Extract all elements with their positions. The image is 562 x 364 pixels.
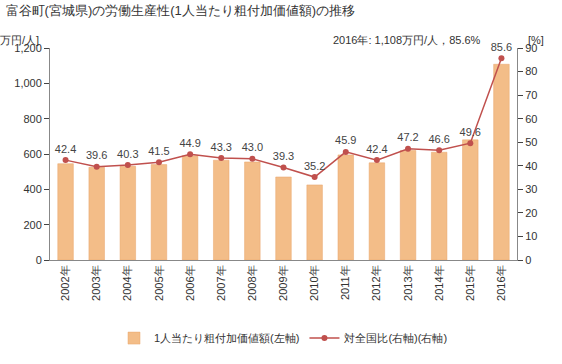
svg-text:2016年: 1,108万円/人，85.6%: 2016年: 1,108万円/人，85.6%: [333, 34, 481, 46]
svg-text:85.6: 85.6: [491, 41, 512, 53]
svg-text:2006年: 2006年: [184, 265, 196, 300]
svg-text:43.3: 43.3: [211, 141, 232, 153]
svg-text:800: 800: [23, 113, 41, 125]
svg-text:50: 50: [525, 136, 537, 148]
svg-text:80: 80: [525, 65, 537, 77]
svg-text:富谷町(宮城県)の労働生産性(1人当たり粗付加価値額)の推移: 富谷町(宮城県)の労働生産性(1人当たり粗付加価値額)の推移: [6, 3, 356, 18]
svg-text:2016年: 2016年: [495, 265, 507, 300]
svg-text:1,000: 1,000: [14, 77, 42, 89]
svg-text:2009年: 2009年: [277, 265, 289, 300]
svg-text:2005年: 2005年: [153, 265, 165, 300]
svg-text:2008年: 2008年: [246, 265, 258, 300]
svg-text:41.5: 41.5: [148, 145, 169, 157]
svg-text:44.9: 44.9: [179, 137, 200, 149]
svg-text:43.0: 43.0: [242, 141, 263, 153]
svg-text:対全国比(右軸)(右軸): 対全国比(右軸)(右軸): [344, 332, 447, 344]
svg-text:2002年: 2002年: [59, 265, 71, 300]
svg-text:39.3: 39.3: [273, 150, 294, 162]
svg-text:2014年: 2014年: [433, 265, 445, 300]
svg-text:30: 30: [525, 183, 537, 195]
svg-text:2011年: 2011年: [339, 265, 351, 300]
svg-text:42.4: 42.4: [55, 143, 76, 155]
svg-text:0: 0: [36, 254, 42, 266]
svg-text:35.2: 35.2: [304, 160, 325, 172]
svg-text:400: 400: [23, 183, 41, 195]
svg-text:42.4: 42.4: [366, 143, 387, 155]
svg-text:40.3: 40.3: [117, 148, 138, 160]
svg-text:70: 70: [525, 89, 537, 101]
svg-text:2010年: 2010年: [308, 265, 320, 300]
svg-text:46.6: 46.6: [428, 133, 449, 145]
svg-text:20: 20: [525, 207, 537, 219]
svg-text:1人当たり粗付加価値額(左軸): 1人当たり粗付加価値額(左軸): [154, 332, 299, 344]
svg-text:45.9: 45.9: [335, 134, 356, 146]
svg-text:0: 0: [525, 254, 531, 266]
svg-text:2004年: 2004年: [121, 265, 133, 300]
svg-text:39.6: 39.6: [86, 149, 107, 161]
svg-text:[万円/人]: [万円/人]: [0, 34, 39, 46]
svg-text:90: 90: [525, 42, 537, 54]
svg-text:40: 40: [525, 160, 537, 172]
svg-text:200: 200: [23, 219, 41, 231]
svg-text:2007年: 2007年: [215, 265, 227, 300]
svg-text:1,200: 1,200: [14, 42, 42, 54]
svg-text:60: 60: [525, 113, 537, 125]
svg-text:47.2: 47.2: [397, 131, 418, 143]
svg-text:10: 10: [525, 230, 537, 242]
svg-text:2015年: 2015年: [464, 265, 476, 300]
svg-text:49.6: 49.6: [460, 126, 481, 138]
svg-text:2003年: 2003年: [90, 265, 102, 300]
svg-text:2012年: 2012年: [370, 265, 382, 300]
svg-text:600: 600: [23, 148, 41, 160]
svg-text:2013年: 2013年: [402, 265, 414, 300]
svg-text:[%]: [%]: [528, 34, 544, 46]
